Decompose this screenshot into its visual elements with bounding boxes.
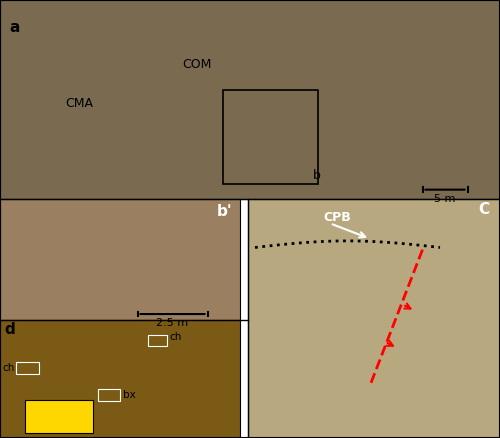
Text: b': b' bbox=[217, 204, 232, 219]
Bar bbox=[0, 199, 240, 320]
Bar bbox=[248, 199, 500, 438]
Text: 5 m: 5 m bbox=[434, 194, 456, 204]
Bar bbox=[98, 389, 120, 401]
Text: ch: ch bbox=[169, 332, 181, 342]
Bar bbox=[25, 400, 92, 433]
Text: CMA: CMA bbox=[65, 97, 93, 110]
Text: ch: ch bbox=[2, 363, 15, 373]
Text: C: C bbox=[478, 202, 489, 217]
Bar bbox=[148, 335, 167, 346]
Bar bbox=[0, 320, 240, 438]
Text: COM: COM bbox=[182, 58, 212, 71]
Bar bbox=[16, 362, 38, 374]
Bar bbox=[222, 90, 318, 184]
Bar bbox=[0, 0, 500, 199]
Text: d: d bbox=[4, 322, 15, 337]
Text: 2.5 m: 2.5 m bbox=[156, 318, 188, 328]
Text: bx: bx bbox=[122, 390, 135, 399]
Text: a: a bbox=[9, 20, 20, 35]
Text: CPB: CPB bbox=[324, 211, 351, 224]
Text: b: b bbox=[312, 169, 320, 182]
